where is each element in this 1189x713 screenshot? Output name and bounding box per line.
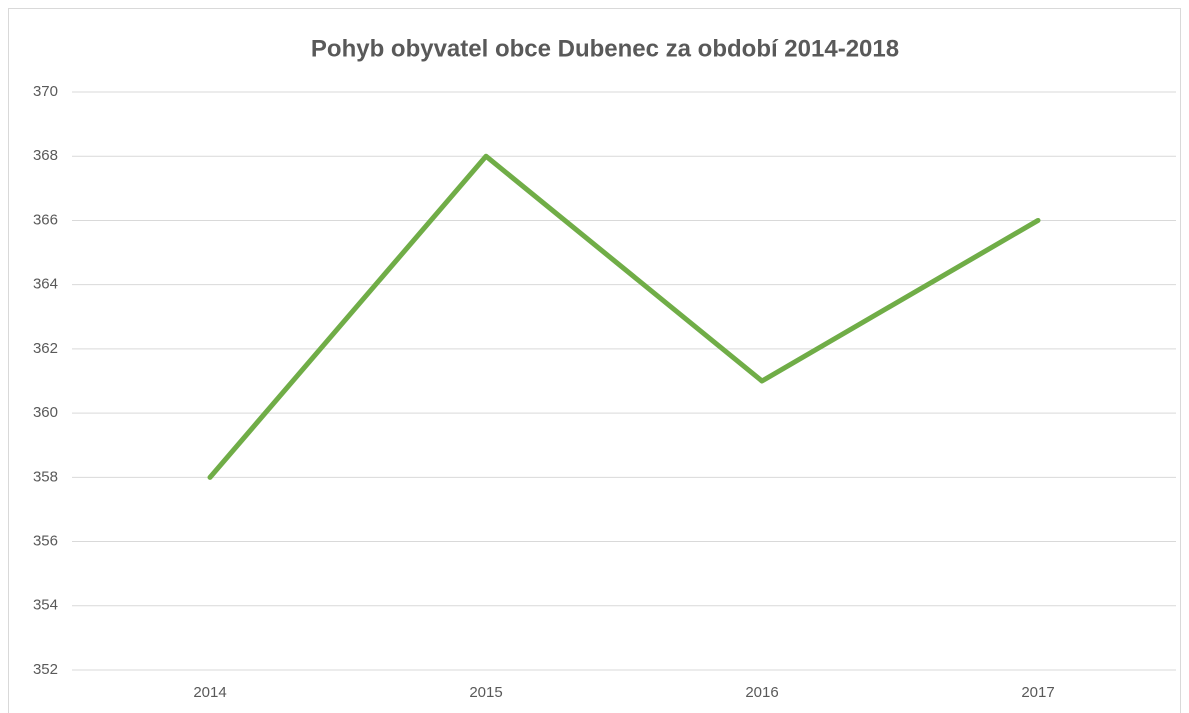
data-line: [207, 153, 1041, 480]
x-tick-label: 2017: [1021, 684, 1054, 701]
x-tick-label: 2016: [745, 684, 778, 701]
y-tick-label: 360: [33, 404, 58, 421]
y-tick-label: 354: [33, 597, 58, 614]
y-tick-label: 366: [33, 211, 58, 228]
y-tick-label: 370: [33, 83, 58, 100]
y-tick-label: 358: [33, 468, 58, 485]
x-tick-label: 2014: [193, 684, 226, 701]
y-tick-label: 364: [33, 276, 58, 293]
y-tick-label: 356: [33, 533, 58, 550]
x-tick-label: 2015: [469, 684, 502, 701]
y-tick-label: 368: [33, 147, 58, 164]
y-tick-label: 352: [33, 661, 58, 678]
chart-frame: [8, 8, 1181, 713]
y-tick-label: 362: [33, 340, 58, 357]
chart-title: Pohyb obyvatel obce Dubenec za období 20…: [311, 35, 899, 62]
